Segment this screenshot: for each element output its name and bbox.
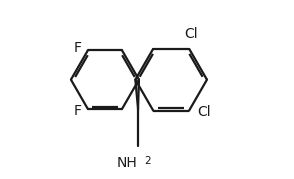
Text: Cl: Cl [198, 105, 211, 119]
Text: F: F [73, 41, 81, 55]
Text: NH: NH [116, 156, 137, 170]
Text: F: F [73, 104, 81, 118]
Text: 2: 2 [144, 156, 151, 166]
Text: Cl: Cl [184, 27, 198, 41]
